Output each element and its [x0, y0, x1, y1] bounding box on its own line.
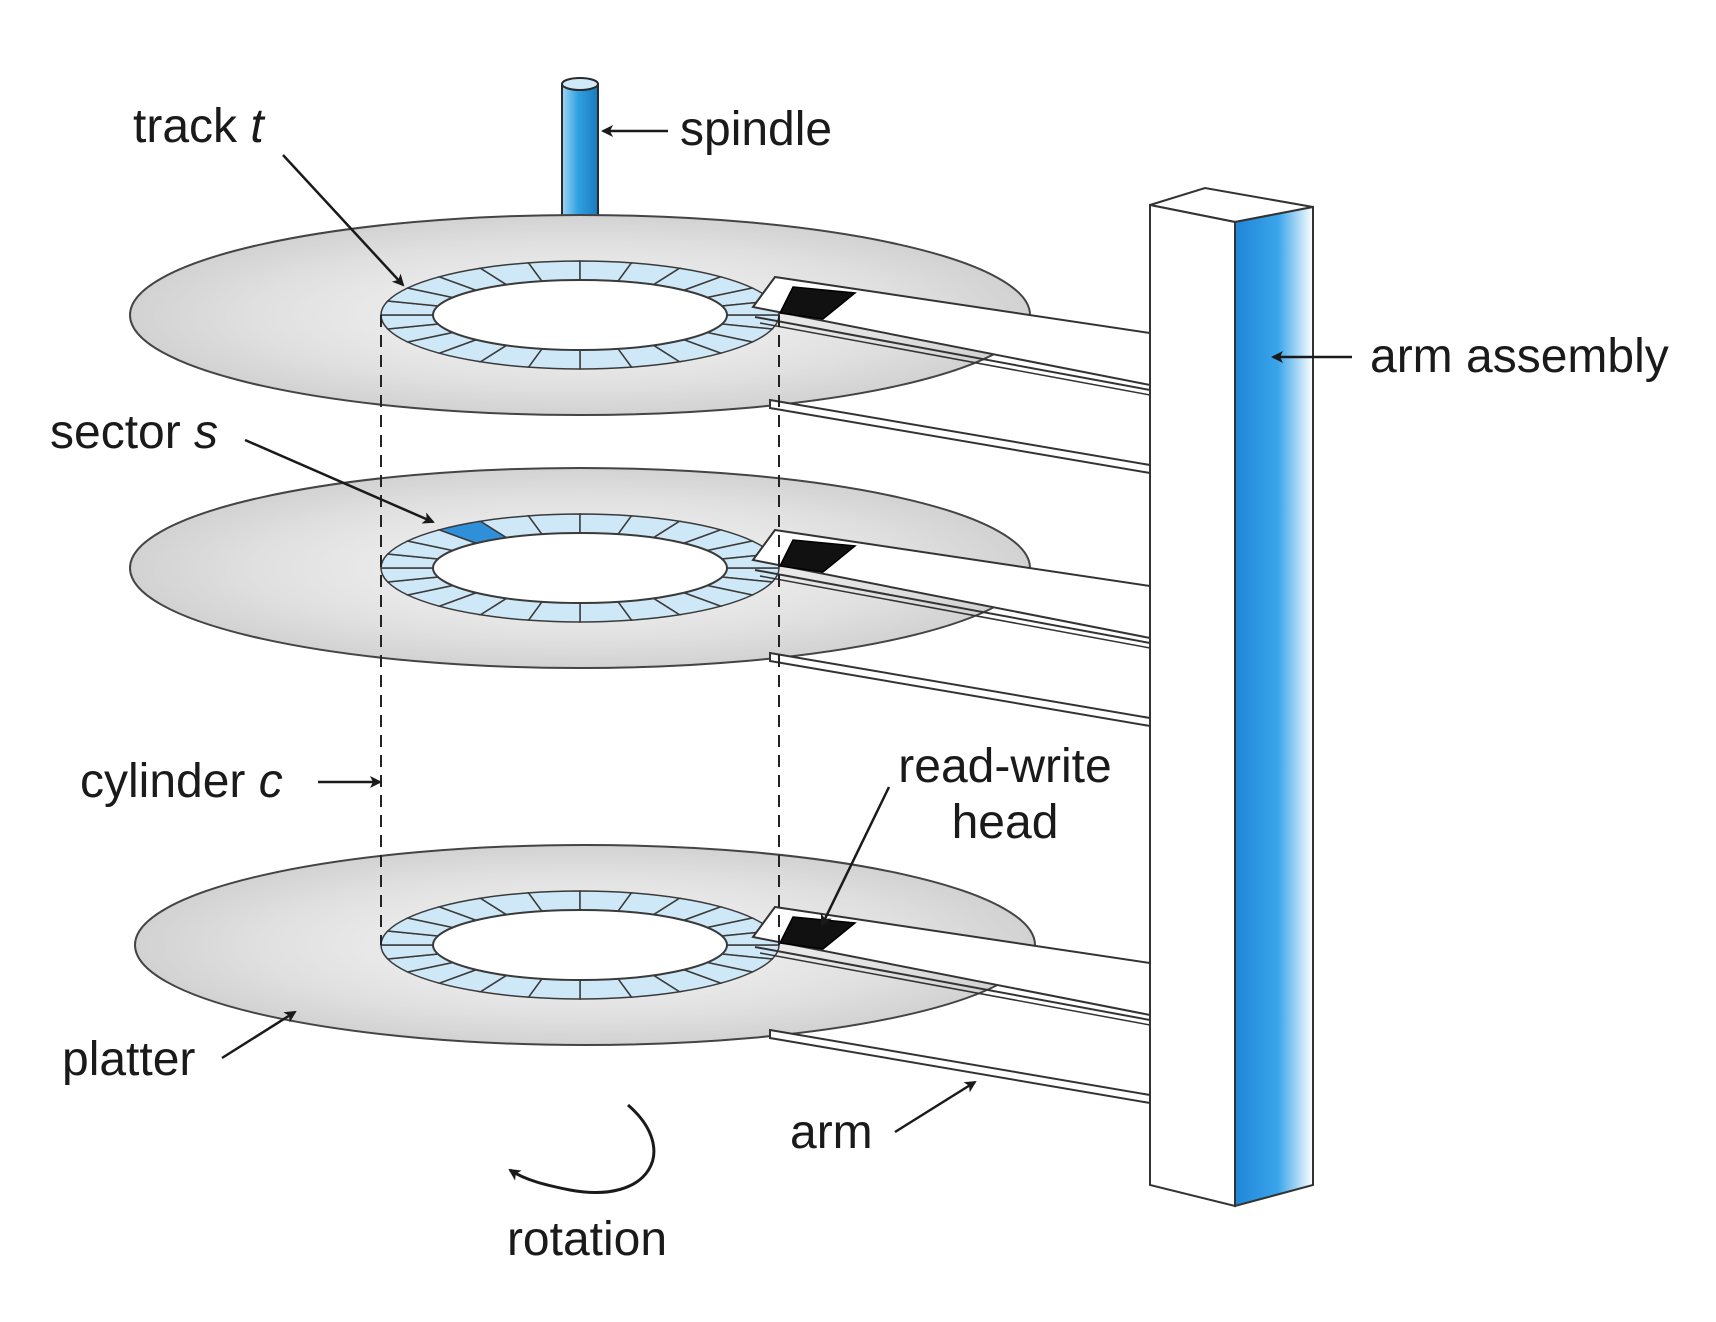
label-cylinder: cylinder c	[80, 755, 283, 808]
arm-lower	[769, 398, 1151, 475]
track-ring	[380, 513, 780, 623]
track-ring	[380, 260, 780, 370]
arm	[751, 905, 1151, 1105]
label-rotation: rotation	[507, 1213, 667, 1266]
cylinder-dashes	[380, 315, 780, 945]
label-sector: sector s	[50, 406, 218, 459]
arm-assembly	[1149, 186, 1314, 1208]
spindle-cap	[561, 77, 599, 91]
label-platter: platter	[62, 1033, 195, 1086]
read-write-head	[778, 286, 857, 320]
label-read-write-head-line1: read-write	[898, 740, 1111, 793]
platter-stack	[129, 214, 1151, 1105]
arm-lower	[769, 651, 1151, 728]
read-write-head	[778, 916, 857, 950]
platter-hole	[432, 909, 728, 981]
label-spindle: spindle	[680, 103, 832, 156]
label-arm: arm	[790, 1106, 873, 1159]
callout-arrows	[221, 125, 1352, 1134]
label-read-write-head-line2: head	[952, 796, 1059, 849]
platter-2	[129, 467, 1151, 728]
arm	[751, 528, 1151, 728]
platter-hole	[432, 532, 728, 604]
read-write-head	[778, 539, 857, 573]
platter-hole	[432, 279, 728, 351]
label-arm-assembly: arm assembly	[1370, 330, 1669, 383]
platter-1	[129, 214, 1151, 475]
label-track: track t	[133, 100, 265, 153]
arm	[751, 275, 1151, 475]
platter-3	[134, 844, 1151, 1105]
rotation-arrow	[508, 1103, 656, 1194]
